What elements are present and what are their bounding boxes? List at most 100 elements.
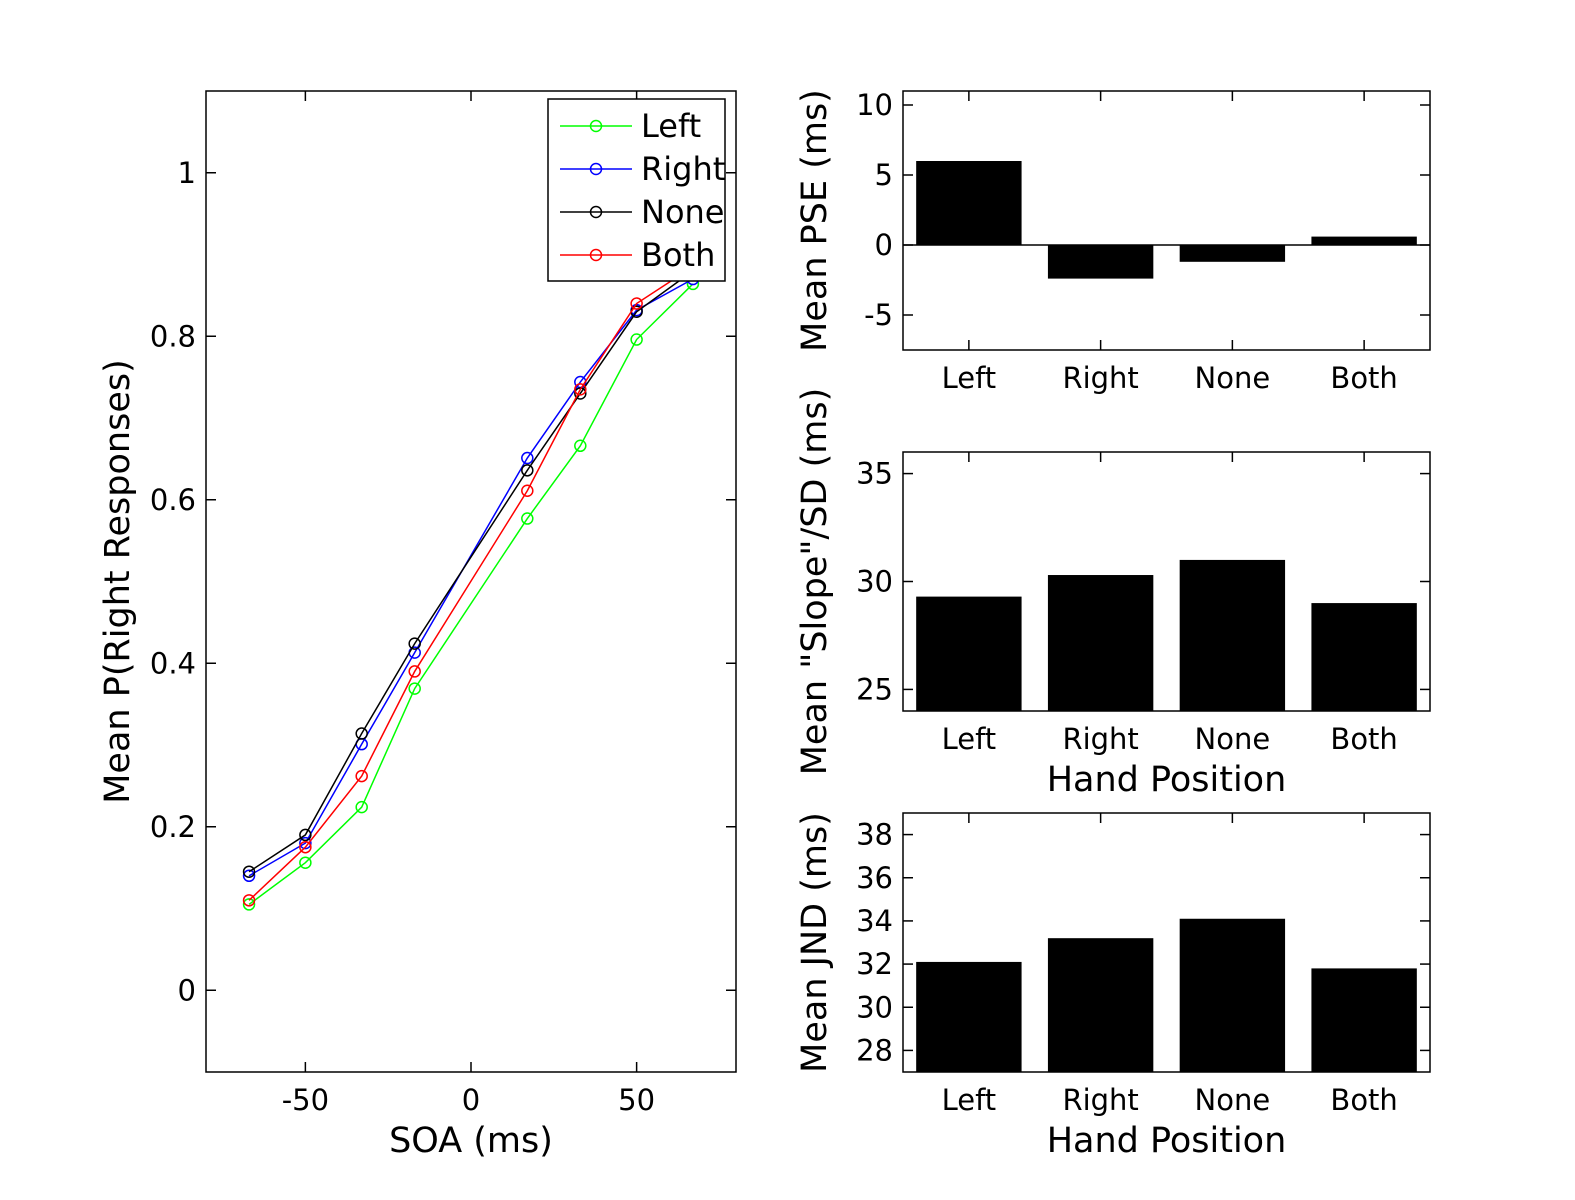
data-point-none (521, 464, 534, 477)
bars-group (916, 918, 1417, 1072)
y-tick-label: 30 (856, 990, 893, 1024)
legend-label-left: Left (641, 107, 701, 145)
x-tick-label-right: Right (1062, 722, 1138, 756)
x-axis-label: Hand Position (1047, 760, 1287, 800)
psychometric-line-chart: 0 0.2 0.4 0.6 0.8 1 -50 0 50 SOA (ms) Mean P(Right… (98, 90, 737, 1161)
bar-both (1311, 968, 1417, 1072)
data-point-both (355, 769, 368, 783)
y-tick-label: 32 (856, 947, 893, 981)
bar-left (916, 961, 1022, 1072)
y-tick-label: 38 (856, 818, 893, 852)
y-tick-label: 0 (875, 228, 893, 262)
data-point-none (242, 865, 256, 878)
bar-both (1311, 603, 1417, 711)
y-tick-label: 34 (856, 904, 893, 938)
y-tick-label: 36 (856, 861, 893, 895)
x-axis-label: SOA (ms) (389, 1121, 553, 1161)
data-point-none (408, 637, 421, 650)
x-tick-label: -50 (282, 1083, 329, 1117)
y-tick-label: 10 (856, 88, 893, 122)
series-line-left (248, 283, 694, 906)
legend-marker-right (589, 162, 603, 176)
bar-left (916, 161, 1022, 245)
slope-bar-chart: 25 30 35 Left Right None Both Hand Position Mean… (795, 388, 1431, 800)
data-point-left (299, 856, 312, 869)
y-tick-label: 0.2 (150, 810, 196, 844)
plot-area (902, 90, 1431, 351)
x-tick-label-left: Left (942, 361, 997, 395)
legend-marker-left (589, 119, 603, 133)
legend-marker-both (589, 248, 603, 262)
data-point-none (299, 828, 312, 842)
data-point-right (242, 869, 256, 883)
legend-box (547, 98, 726, 282)
y-tick-label: 28 (856, 1033, 893, 1067)
data-point-both (521, 484, 534, 498)
bar-none (1179, 559, 1286, 711)
data-point-left (355, 800, 368, 814)
series-line-right (248, 278, 694, 877)
bars-group (916, 559, 1417, 711)
series-line-both (248, 266, 694, 901)
y-tick-label: 35 (856, 457, 893, 491)
plot-area (902, 812, 1431, 1073)
x-tick-label-none: None (1195, 361, 1271, 395)
y-axis-label: Mean JND (ms) (795, 812, 835, 1073)
y-tick-label: 0.8 (150, 319, 196, 353)
data-point-left (630, 333, 643, 346)
y-axis-label: Mean "Slope"/SD (ms) (795, 388, 835, 776)
bar-none (1179, 918, 1286, 1072)
data-point-left (408, 682, 421, 695)
legend-label-both: Both (641, 236, 715, 274)
y-tick-label: -5 (864, 298, 893, 332)
data-point-left (521, 512, 534, 525)
jnd-bar-chart: 28 30 32 34 36 38 Left Right None Both Hand Positi… (795, 812, 1431, 1161)
data-point-none (355, 727, 368, 740)
data-point-both (408, 665, 421, 678)
legend-label-none: None (641, 193, 724, 231)
data-point-both (574, 383, 587, 396)
x-tick-label-right: Right (1062, 1083, 1138, 1117)
x-tick-label: 50 (618, 1083, 655, 1117)
x-tick-label-none: None (1195, 722, 1271, 756)
bar-right (1047, 938, 1154, 1072)
data-point-left (242, 898, 256, 911)
pse-bar-chart: -5 0 5 10 Left Right None Both Mean PSE (ms) (795, 88, 1431, 395)
y-tick-label: 1 (178, 156, 196, 190)
y-tick-label: 0.4 (150, 646, 196, 680)
y-axis-label: Mean P(Right Responses) (98, 359, 138, 804)
x-tick-label-both: Both (1330, 722, 1397, 756)
bar-none (1179, 245, 1286, 262)
x-tick-label-left: Left (942, 722, 997, 756)
data-point-right (299, 836, 312, 850)
bar-both (1311, 236, 1417, 245)
x-tick-label: 0 (462, 1083, 480, 1117)
data-point-both (630, 297, 643, 310)
x-tick-label-right: Right (1062, 361, 1138, 395)
data-point-both (299, 840, 312, 854)
y-tick-label: 0.6 (150, 483, 196, 517)
data-point-left (574, 439, 587, 453)
y-tick-label: 0 (178, 973, 196, 1007)
x-tick-label-both: Both (1330, 361, 1397, 395)
legend-label-right: Right (641, 150, 725, 188)
y-tick-label: 30 (856, 565, 893, 599)
bar-right (1047, 245, 1154, 279)
series-group (242, 260, 700, 911)
data-point-both (242, 894, 256, 907)
x-tick-label-left: Left (942, 1083, 997, 1117)
data-point-right (521, 451, 534, 465)
bars-group (903, 161, 1430, 279)
series-line-none (248, 270, 694, 873)
data-point-none (574, 387, 587, 400)
bar-left (916, 596, 1022, 711)
x-axis-label: Hand Position (1047, 1121, 1287, 1161)
y-tick-label: 5 (875, 158, 893, 192)
bar-right (1047, 575, 1154, 711)
y-axis-label: Mean PSE (ms) (795, 89, 835, 352)
x-tick-label-both: Both (1330, 1083, 1397, 1117)
y-tick-label: 25 (856, 672, 893, 706)
legend-marker-none (589, 205, 603, 219)
legend: Left Right None Both (547, 98, 726, 282)
